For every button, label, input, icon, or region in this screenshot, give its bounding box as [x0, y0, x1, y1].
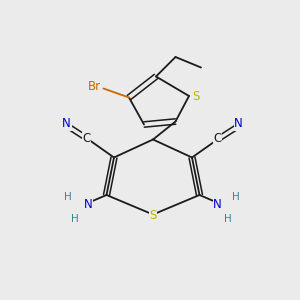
Text: C: C: [213, 131, 222, 145]
Text: Br: Br: [88, 80, 101, 93]
Text: H: H: [232, 191, 239, 202]
Text: H: H: [71, 214, 79, 224]
Text: N: N: [84, 197, 93, 211]
Text: N: N: [213, 197, 222, 211]
Text: S: S: [192, 89, 199, 103]
Text: H: H: [224, 214, 232, 224]
Text: C: C: [82, 131, 91, 145]
Text: H: H: [64, 191, 71, 202]
Text: S: S: [149, 208, 157, 222]
Text: N: N: [62, 117, 71, 130]
Text: N: N: [234, 117, 243, 130]
